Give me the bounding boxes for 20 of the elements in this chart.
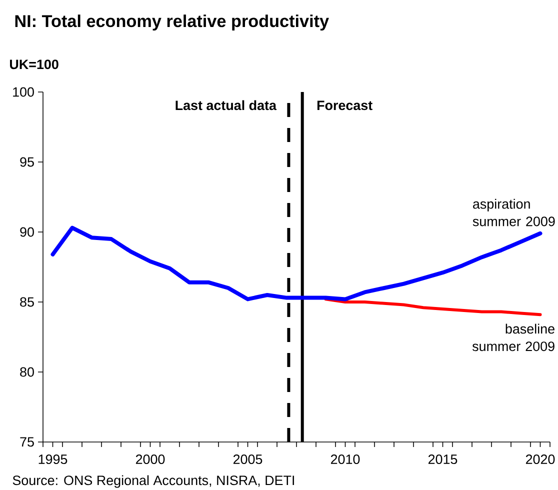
x-tick-label: 2010 [330,454,360,464]
source-note: Source: ONS Regional Accounts, NISRA, DETI [12,475,294,488]
series-label: baseline summer 2009 [472,324,554,352]
line-series [324,298,542,316]
x-tick-label: 2005 [233,454,262,464]
x-tick-label: 2015 [428,454,458,464]
x-tick-label: 2000 [136,454,165,464]
ref-line-label: Last actual data [176,100,277,110]
x-tick-label: 1995 [38,454,68,464]
y-axis-title: UK=100 [10,60,58,70]
ref-line-label: Forecast [317,100,372,110]
chart-title: NI: Total economy relative productivity [15,14,329,31]
x-tick-label: 2020 [526,454,555,464]
y-tick-label: 75 [20,437,34,447]
series-label: aspiration summer 2009 [472,198,555,226]
y-tick-label: 95 [20,157,34,167]
y-tick-label: 80 [20,367,34,377]
y-tick-label: 90 [20,227,34,237]
y-tick-label: 85 [20,297,34,307]
y-tick-label: 100 [13,87,34,97]
